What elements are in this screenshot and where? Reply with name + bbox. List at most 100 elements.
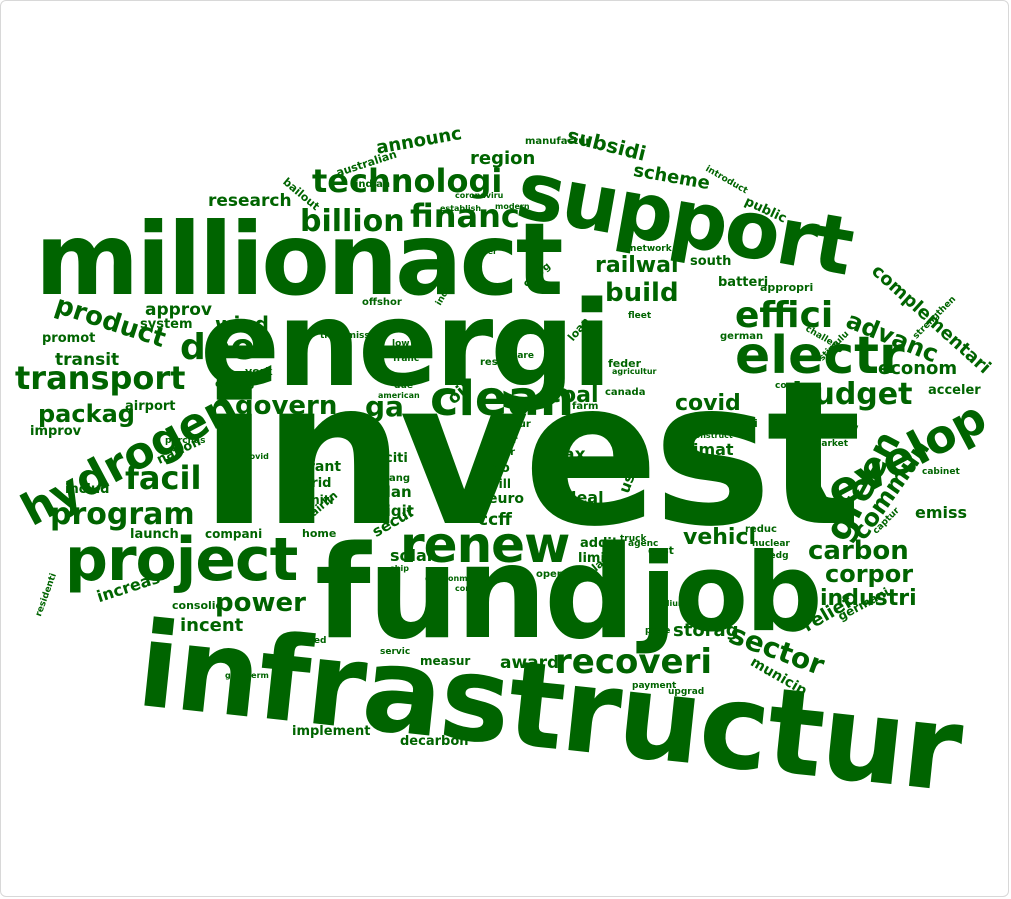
cloud-word: offshor	[362, 297, 402, 308]
cloud-word: implement	[292, 724, 371, 739]
cloud-word: low	[392, 339, 410, 349]
cloud-word: recoveri	[555, 642, 712, 682]
cloud-word: upgrad	[668, 687, 705, 697]
cloud-word: establish	[440, 204, 482, 213]
cloud-word: resili	[727, 417, 758, 430]
cloud-word: chang	[376, 473, 411, 484]
cloud-word: covid	[675, 391, 741, 416]
cloud-word: rio	[490, 461, 510, 476]
cloud-word: technologi	[312, 162, 503, 200]
cloud-word: vehicl	[683, 525, 757, 550]
cloud-word: railwai	[595, 253, 679, 278]
cloud-word: facil	[125, 459, 202, 497]
cloud-word: solar	[390, 546, 435, 565]
cloud-word: deal	[565, 488, 604, 507]
cloud-word: tax	[555, 445, 586, 465]
cloud-word: doe	[180, 327, 255, 368]
cloud-word: grant	[298, 459, 342, 475]
cloud-word: emiss	[915, 503, 968, 522]
cloud-word: construct	[690, 431, 733, 440]
cloud-word: corpor	[825, 560, 914, 588]
cloud-word: innov	[812, 420, 859, 438]
cloud-word: agricultur	[612, 367, 657, 376]
cloud-word: econom	[878, 358, 958, 379]
cloud-word: januari	[418, 261, 450, 270]
cloud-word: coronaviru	[455, 191, 504, 200]
cloud-word: ga	[365, 390, 404, 423]
cloud-word: purchas	[165, 436, 206, 446]
cloud-word: servic	[380, 647, 411, 657]
cloud-word: promot	[42, 331, 96, 346]
cloud-word: feder	[608, 357, 642, 370]
cloud-word: emerg	[215, 377, 255, 390]
cloud-word: carbon	[808, 536, 909, 566]
cloud-word: billion	[300, 204, 405, 239]
cloud-word: coal	[548, 383, 599, 408]
cloud-word: financ	[410, 197, 520, 235]
cloud-word: clean	[430, 371, 575, 427]
cloud-word: oper	[536, 569, 562, 580]
cloud-word: cost	[648, 544, 674, 557]
cloud-word: price	[645, 626, 671, 636]
cloud-word: care	[512, 351, 534, 361]
cloud-word: launch	[130, 527, 179, 542]
cloud-word: fund	[315, 519, 636, 668]
cloud-word: wind	[215, 312, 269, 336]
cloud-word: packag	[38, 400, 135, 428]
cloud-word: effici	[735, 295, 834, 336]
cloud-word: bill	[490, 477, 511, 491]
cloud-word: appropri	[760, 281, 814, 294]
cloud-word: climat	[678, 440, 734, 459]
cloud-word: incent	[180, 615, 244, 636]
cloud-word: energi	[200, 275, 612, 413]
cloud-word: airport	[125, 399, 176, 414]
cloud-word: consum	[775, 381, 815, 391]
cloud-word: franc	[393, 354, 420, 364]
cloud-word: approv	[145, 300, 212, 320]
cloud-word: manufactur	[525, 136, 591, 147]
cloud-word: residenti	[34, 572, 59, 619]
cloud-word: project	[65, 525, 298, 595]
cloud-word: million	[35, 201, 398, 318]
cloud-word: home	[302, 527, 337, 540]
cloud-word: speed	[296, 636, 327, 646]
cloud-word: canada	[605, 387, 646, 398]
cloud-word: euro	[488, 491, 524, 507]
cloud-word: transmiss	[320, 331, 370, 341]
cloud-word: invest	[200, 338, 862, 571]
cloud-word: limit	[578, 551, 612, 566]
cloud-word: rescu	[480, 357, 511, 368]
cloud-word: modern	[495, 202, 530, 211]
cloud-word: car	[500, 435, 518, 446]
cloud-word: award	[500, 653, 560, 673]
cloud-word: german	[720, 331, 764, 342]
cloud-word: digit	[375, 502, 414, 520]
cloud-word: agenc	[628, 539, 659, 549]
cloud-word: reduc	[745, 524, 777, 535]
cloud-word: transport	[15, 359, 186, 397]
cloud-word: environment	[425, 574, 483, 583]
cloud-word: acceler	[928, 383, 981, 398]
cloud-word: electr	[735, 326, 905, 386]
cloud-word: storag	[673, 620, 739, 641]
cloud-word: air	[500, 447, 516, 458]
cloud-word: improv	[30, 424, 82, 439]
cloud-word: govern	[235, 391, 338, 421]
cloud-word: industri	[820, 586, 917, 611]
cloud-word: job	[640, 531, 823, 656]
cloud-word: build	[605, 278, 679, 308]
cloud-word: grid	[302, 476, 332, 491]
cloud-word: research	[208, 191, 292, 211]
cloud-word: budget	[792, 377, 913, 412]
cloud-word: medium	[650, 599, 687, 608]
cloud-word: american	[378, 391, 420, 400]
cloud-word: consolid	[172, 599, 224, 612]
cloud-word: system	[140, 317, 193, 332]
cloud-word: ship	[390, 564, 409, 573]
cloud-word: addit	[580, 536, 619, 551]
cloud-word: foster	[470, 247, 497, 256]
cloud-word: plan	[375, 483, 412, 501]
cloud-word: hub	[568, 415, 592, 428]
